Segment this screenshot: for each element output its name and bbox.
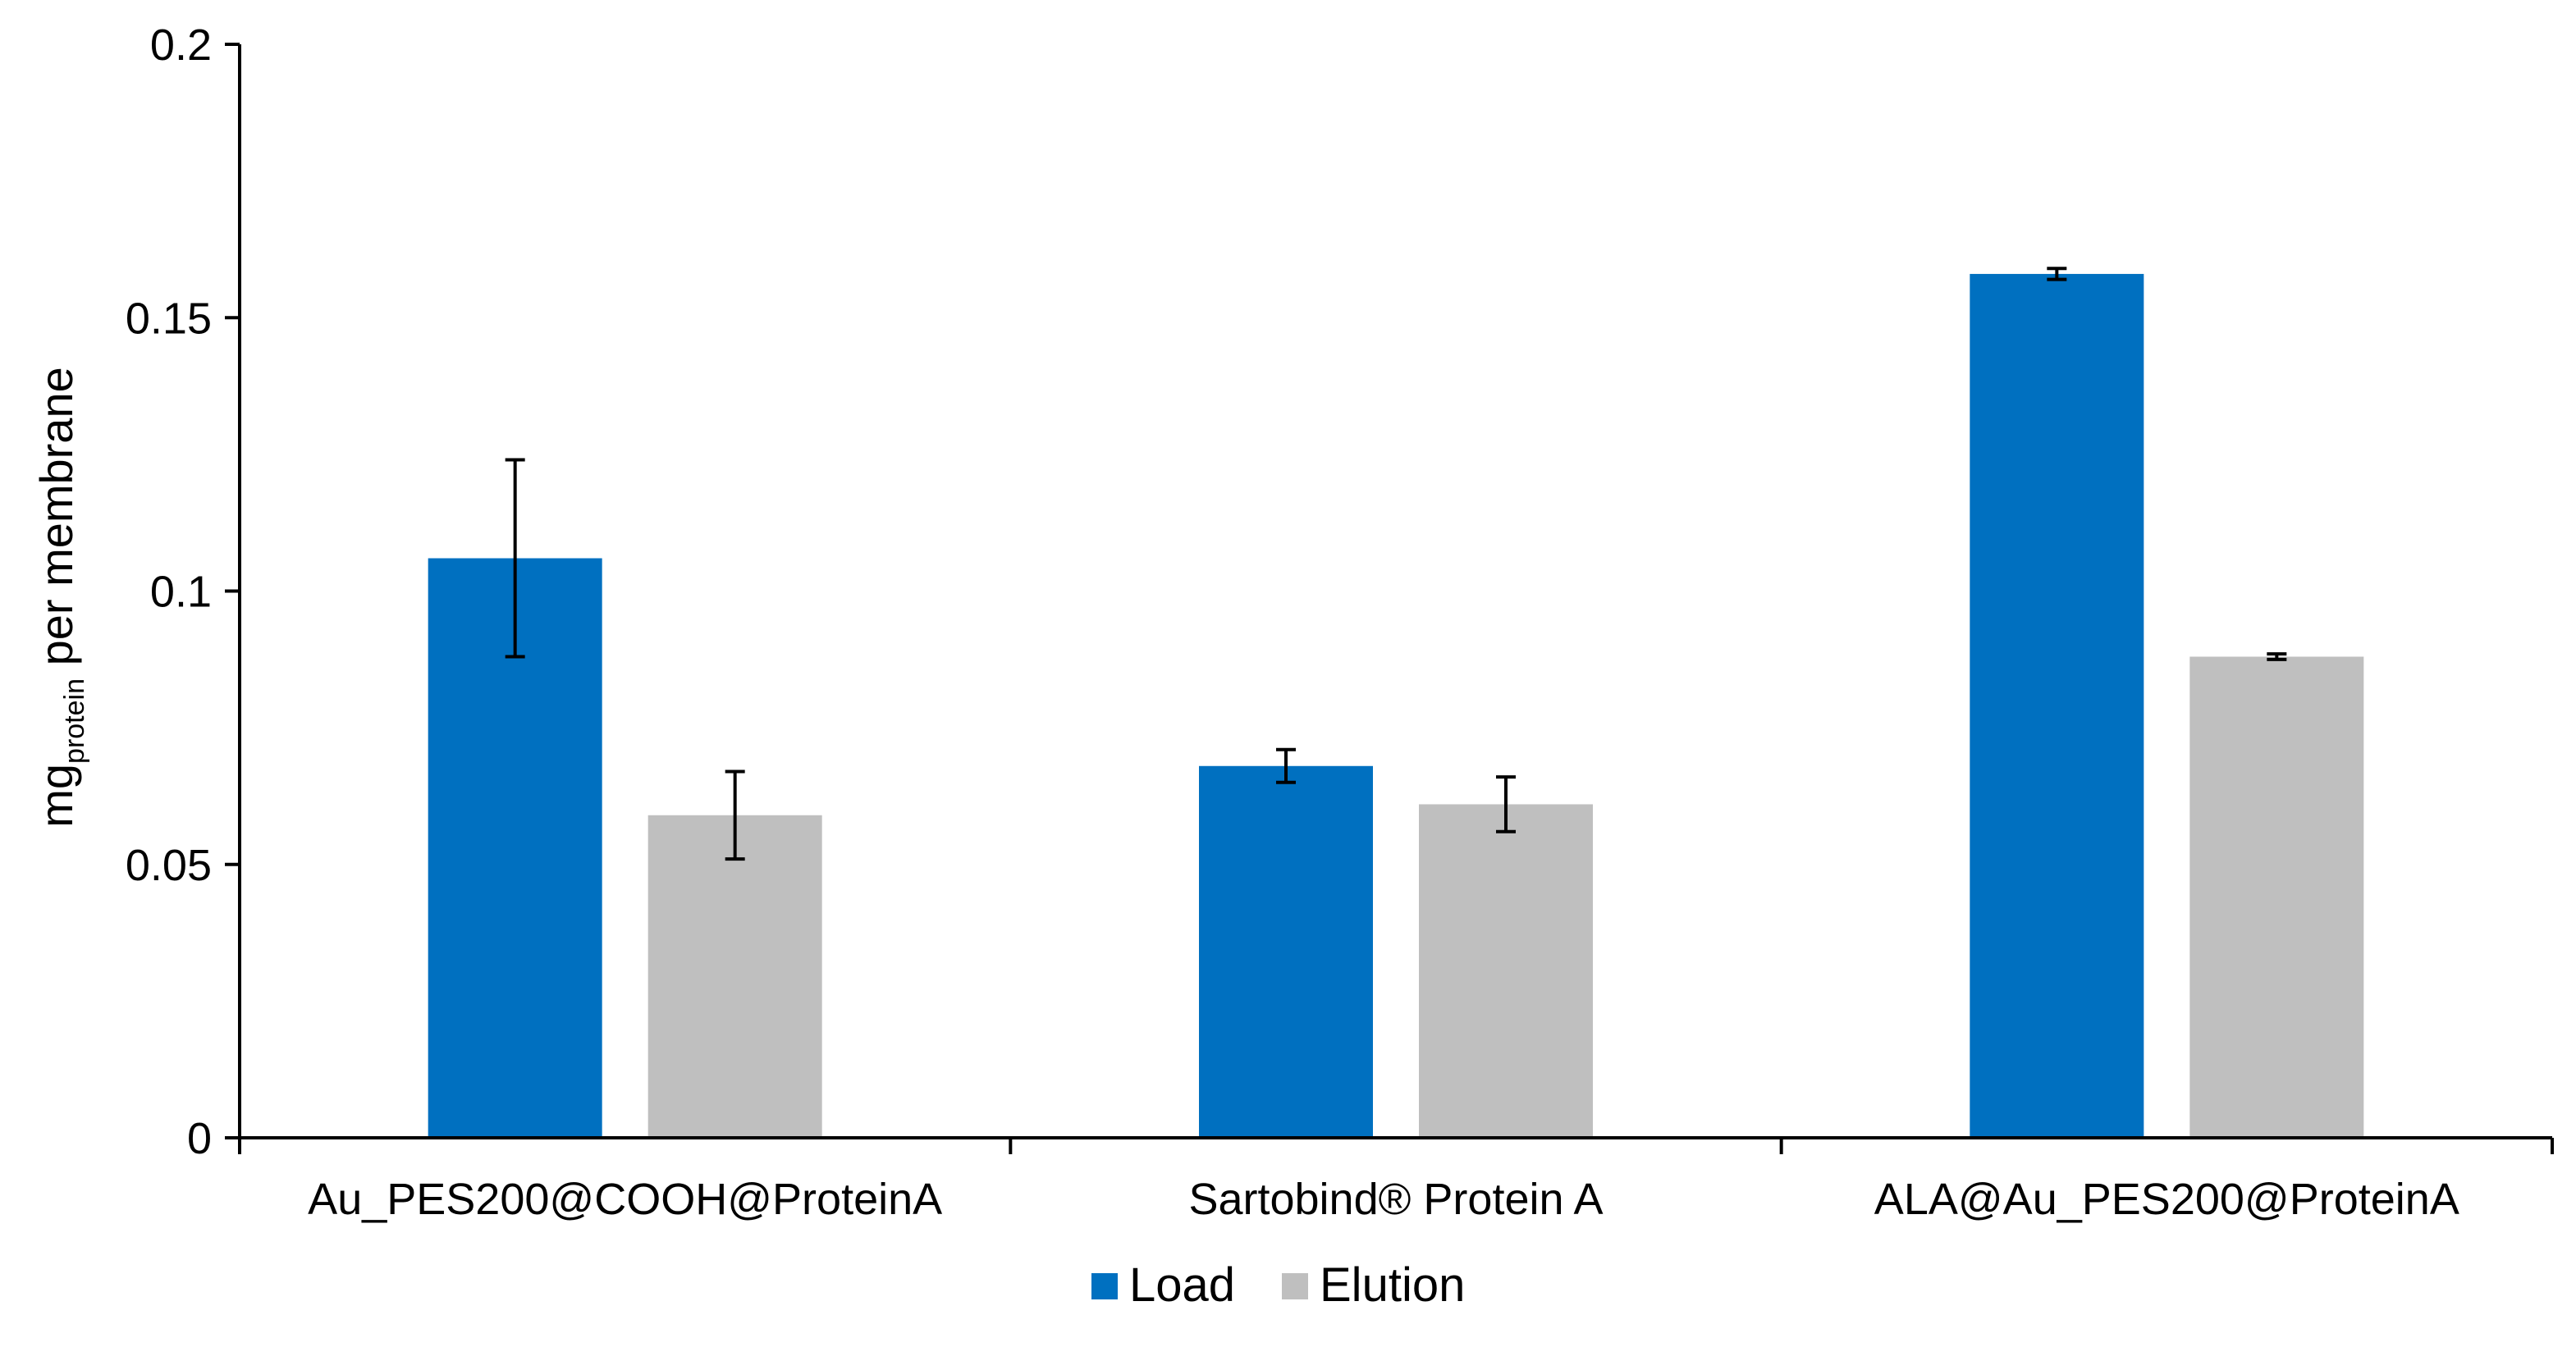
- y-axis-title-suffix: per membrane: [30, 367, 82, 678]
- y-axis-title-subscript: protein: [59, 678, 90, 764]
- error-bar: [725, 769, 745, 861]
- bar-load: [1199, 765, 1373, 1138]
- bars: [428, 273, 2364, 1139]
- bar-elution: [2189, 656, 2364, 1138]
- legend-swatch: [1282, 1273, 1308, 1299]
- error-bar: [1276, 747, 1296, 784]
- y-axis-tick-labels: 0 0.05 0.1 0.15 0.2: [126, 21, 212, 1163]
- bar-load: [1970, 273, 2144, 1139]
- error-bar: [2267, 652, 2287, 661]
- y-tick-label: 0.1: [150, 568, 212, 617]
- legend-item-elution: Elution: [1282, 1258, 1465, 1312]
- bar-elution: [1419, 804, 1593, 1138]
- bar-elution: [647, 815, 822, 1138]
- error-bars: [505, 267, 2287, 861]
- x-axis-ticks: [238, 1138, 2554, 1154]
- y-tick-label: 0.05: [126, 841, 212, 890]
- x-tick-label: Au_PES200@COOH@ProteinA: [308, 1175, 942, 1224]
- x-tick-label: ALA@Au_PES200@ProteinA: [1874, 1175, 2459, 1224]
- y-tick-label: 0.15: [126, 294, 212, 343]
- legend-label: Elution: [1320, 1258, 1465, 1312]
- error-bar: [505, 458, 525, 659]
- x-tick-label: Sartobind® Protein A: [1188, 1175, 1603, 1224]
- legend: Load Elution: [1091, 1258, 1465, 1312]
- legend-label: Load: [1129, 1258, 1235, 1312]
- y-axis-title: mgprotein per membrane: [30, 367, 90, 828]
- y-tick-label: 0.2: [150, 21, 212, 70]
- legend-swatch: [1091, 1273, 1118, 1299]
- error-bar: [2047, 267, 2067, 281]
- y-tick-label: 0: [187, 1114, 212, 1163]
- y-axis-ticks: [225, 43, 240, 1139]
- legend-item-load: Load: [1091, 1258, 1235, 1312]
- error-bar: [1496, 775, 1516, 833]
- x-axis-tick-labels: Au_PES200@COOH@ProteinA Sartobind® Protei…: [308, 1175, 2459, 1224]
- y-axis-title-main: mg: [30, 764, 82, 828]
